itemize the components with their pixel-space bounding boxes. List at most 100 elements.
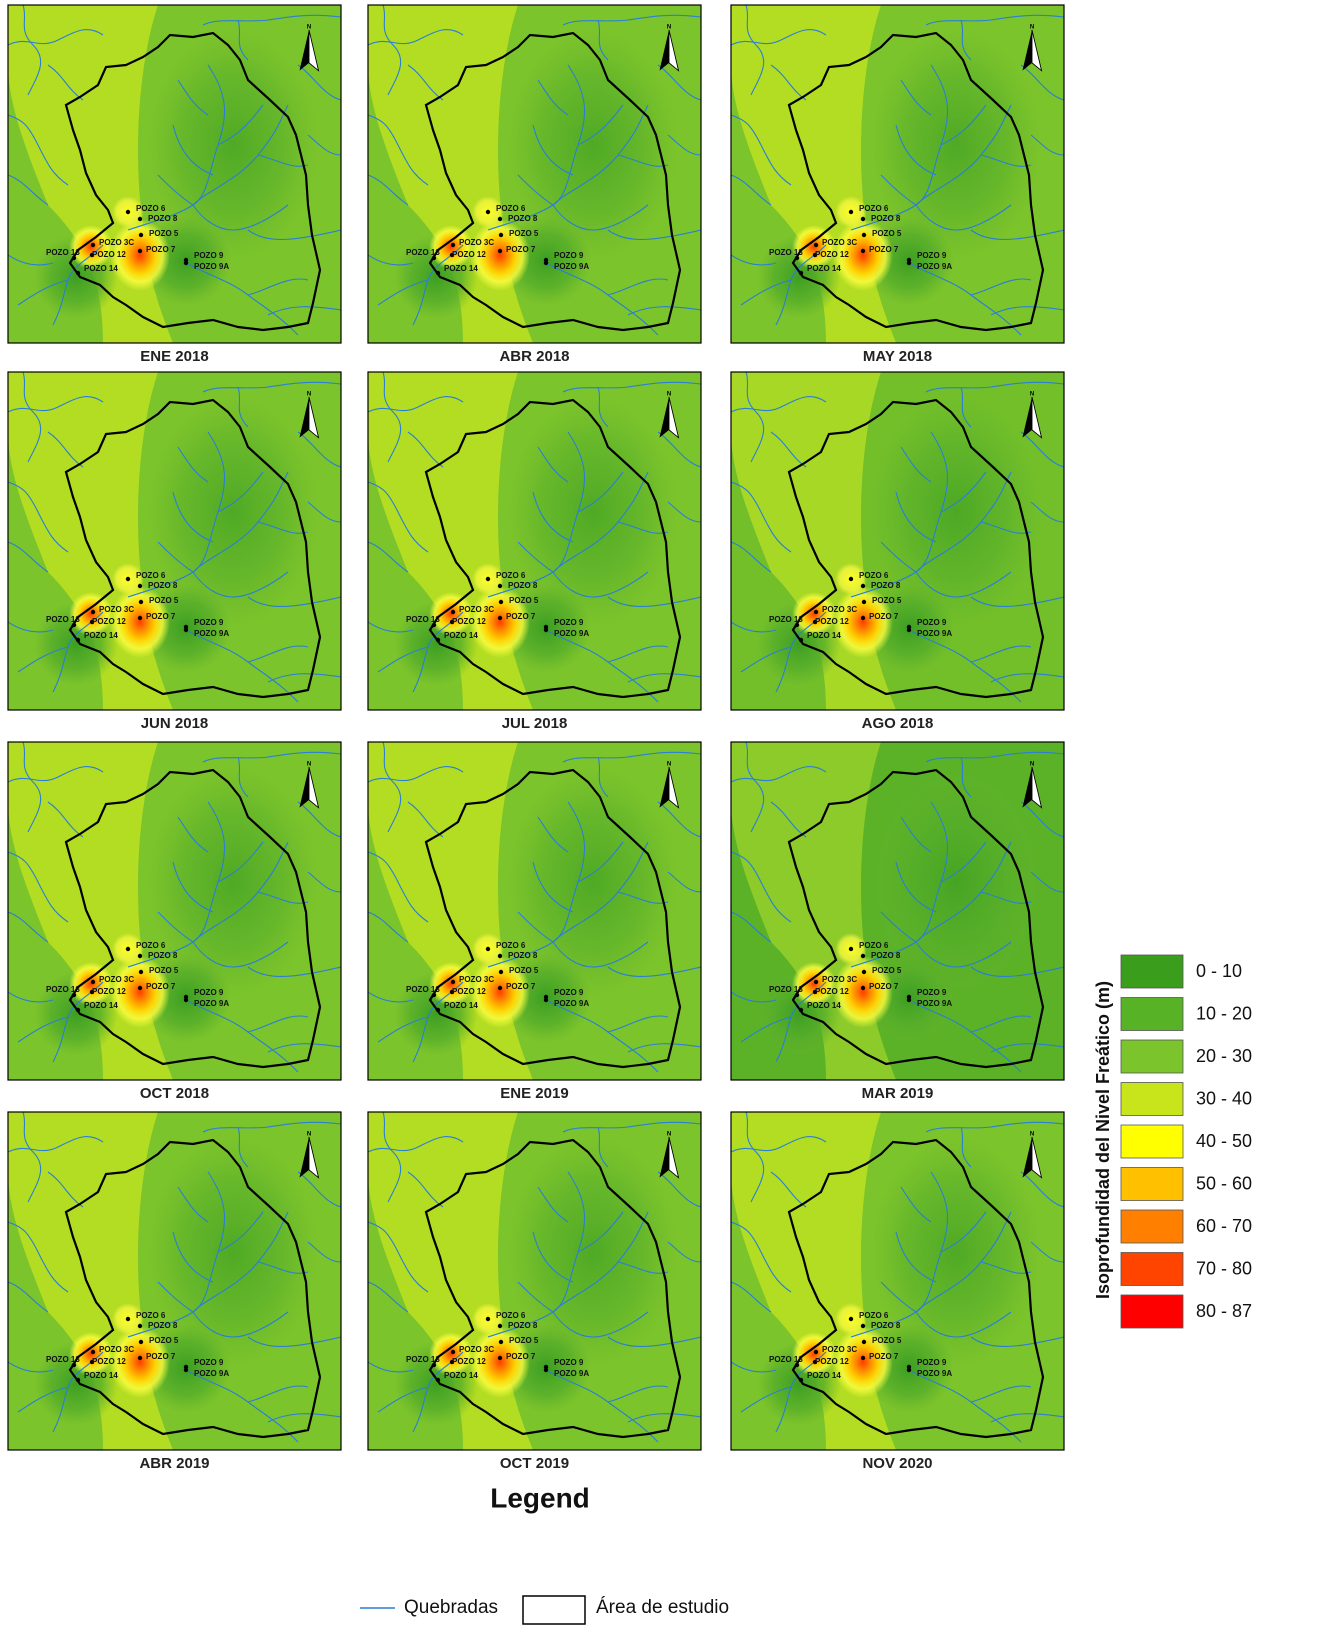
well (184, 628, 188, 632)
well (862, 970, 866, 974)
well-label: POZO 12 (92, 1357, 126, 1366)
well-label: POZO 3C (99, 1345, 134, 1354)
well-label: POZO 3C (459, 1345, 494, 1354)
well (907, 1368, 911, 1372)
well-label: POZO 5 (509, 1336, 539, 1345)
well (91, 1350, 95, 1354)
well (91, 980, 95, 984)
color-class-swatch (1121, 1083, 1183, 1116)
well (138, 954, 142, 958)
well (499, 233, 503, 237)
well-label: POZO 8 (508, 951, 538, 960)
well-label: POZO 8 (148, 951, 178, 960)
well-label: POZO 13 (46, 1355, 80, 1364)
well-label: POZO 8 (508, 1321, 538, 1330)
well (451, 610, 455, 614)
well-label: POZO 13 (406, 985, 440, 994)
well (76, 1008, 80, 1012)
well (91, 243, 95, 247)
well-label: POZO 5 (149, 966, 179, 975)
well (436, 271, 440, 275)
map-panels: NPOZO 6POZO 8POZO 5POZO 3CPOZO 7POZO 12P… (8, 5, 1064, 1472)
well-label: POZO 13 (46, 615, 80, 624)
well-label: POZO 14 (444, 631, 478, 640)
well (126, 210, 130, 214)
well-label: POZO 9 (917, 1358, 947, 1367)
well-label: POZO 13 (769, 248, 803, 257)
well-label: POZO 8 (871, 214, 901, 223)
well (861, 986, 865, 990)
well-label: POZO 6 (859, 941, 889, 950)
well-label: POZO 9A (554, 629, 589, 638)
panel-label: JUN 2018 (141, 715, 209, 732)
well-label: POZO 12 (452, 250, 486, 259)
well-label: POZO 7 (146, 612, 176, 621)
well (486, 947, 490, 951)
well (907, 628, 911, 632)
well-label: POZO 6 (859, 571, 889, 580)
well-label: POZO 5 (509, 596, 539, 605)
well-label: POZO 9 (194, 618, 224, 627)
well-label: POZO 3C (99, 975, 134, 984)
well (138, 1356, 142, 1360)
well-label: POZO 13 (769, 615, 803, 624)
well (76, 1378, 80, 1382)
well (861, 584, 865, 588)
well-label: POZO 9A (917, 1369, 952, 1378)
well (138, 1324, 142, 1328)
well-label: POZO 9 (917, 251, 947, 260)
well (498, 1324, 502, 1328)
well (436, 1378, 440, 1382)
panel-label: AGO 2018 (862, 715, 934, 732)
well (498, 217, 502, 221)
well (451, 243, 455, 247)
color-class-label: 70 - 80 (1196, 1258, 1252, 1278)
color-class-swatch (1121, 1168, 1183, 1201)
well-label: POZO 9 (554, 251, 584, 260)
well (76, 271, 80, 275)
well (861, 249, 865, 253)
well (76, 638, 80, 642)
well (139, 600, 143, 604)
well-label: POZO 14 (807, 264, 841, 273)
well (814, 610, 818, 614)
well-label: POZO 5 (872, 229, 902, 238)
well (138, 986, 142, 990)
map-panel: NPOZO 6POZO 8POZO 5POZO 3CPOZO 7POZO 12P… (8, 372, 341, 732)
well (451, 1350, 455, 1354)
map-panel: NPOZO 6POZO 8POZO 5POZO 3CPOZO 7POZO 12P… (731, 372, 1064, 732)
map-content: NPOZO 6POZO 8POZO 5POZO 3CPOZO 7POZO 12P… (368, 372, 701, 710)
well-label: POZO 3C (459, 605, 494, 614)
well (799, 271, 803, 275)
well-label: POZO 6 (136, 941, 166, 950)
well-label: POZO 5 (509, 229, 539, 238)
well-label: POZO 7 (506, 612, 536, 621)
well-label: POZO 14 (444, 264, 478, 273)
well-label: POZO 5 (872, 1336, 902, 1345)
well (498, 954, 502, 958)
well (498, 249, 502, 253)
well-label: POZO 14 (807, 631, 841, 640)
map-panel: NPOZO 6POZO 8POZO 5POZO 3CPOZO 7POZO 12P… (8, 1112, 341, 1472)
well (849, 210, 853, 214)
well (499, 1340, 503, 1344)
panel-label: OCT 2019 (500, 1455, 569, 1472)
well-label: POZO 14 (84, 1371, 118, 1380)
well-label: POZO 9A (554, 262, 589, 271)
north-label: N (307, 762, 311, 768)
well-label: POZO 9A (917, 262, 952, 271)
well (138, 249, 142, 253)
well (861, 954, 865, 958)
well-label: POZO 9 (554, 1358, 584, 1367)
well-label: POZO 13 (406, 248, 440, 257)
north-label: N (1030, 1132, 1034, 1138)
well-label: POZO 8 (871, 581, 901, 590)
north-label: N (667, 25, 671, 31)
well-label: POZO 3C (459, 238, 494, 247)
well-label: POZO 14 (444, 1371, 478, 1380)
well-label: POZO 3C (99, 238, 134, 247)
well (498, 584, 502, 588)
well-label: POZO 8 (148, 581, 178, 590)
